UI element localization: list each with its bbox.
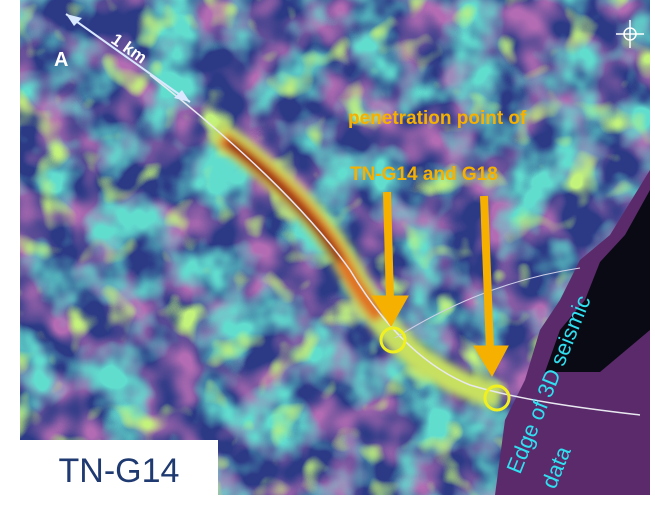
point-label: A: [54, 49, 68, 71]
arrow: [387, 192, 390, 300]
survey-label: TN-G14: [59, 452, 180, 490]
seismic-map: A 1 km penetration point of TN-G14 and G…: [0, 0, 655, 520]
annotation-line: penetration point of: [348, 108, 527, 129]
map-image: A 1 km penetration point of TN-G14 and G…: [20, 0, 650, 495]
annotation-line: TN-G14 and G18: [350, 164, 498, 185]
